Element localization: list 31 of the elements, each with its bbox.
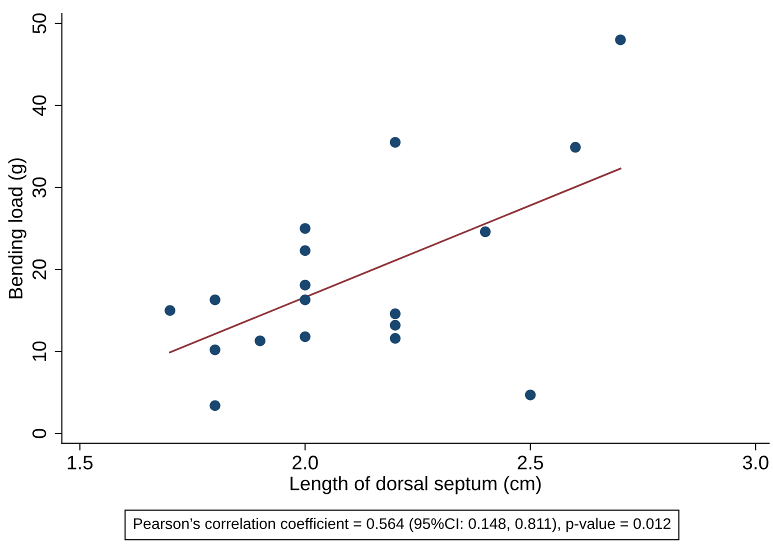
x-tick-label: 1.5 [68,456,93,470]
point [254,335,266,346]
x-tick-label: 2.0 [292,456,318,470]
text: Pearson’s correlation coefficient = 0.564 (95%CI: 0.148, 0.811), p-value = 0.012 [134,518,670,532]
point [210,400,220,412]
point [164,305,176,316]
point [570,142,581,153]
point [615,34,626,46]
point [390,320,401,331]
y-tick-label: 20 [32,259,46,280]
y-tick-label: 50 [32,13,46,34]
point [300,223,310,234]
point [390,308,401,320]
point [390,136,401,148]
point [300,331,310,342]
point [210,344,220,356]
x-tick-label: 3.0 [742,456,768,470]
y-tick-label: 10 [32,341,46,361]
point [300,280,310,290]
point [390,333,401,344]
point [300,294,310,306]
y-tick-label: 0 [32,428,46,438]
point [480,226,491,238]
x-tick-label: 2.5 [518,456,544,470]
y-axis-title: Bending load (g) [8,158,26,298]
point [210,294,220,306]
y-tick-label: 40 [32,95,46,116]
point [300,245,310,256]
point [524,390,536,400]
x-axis-title: Length of dorsal septum (cm) [290,476,541,494]
y-tick-label: 30 [32,177,46,198]
